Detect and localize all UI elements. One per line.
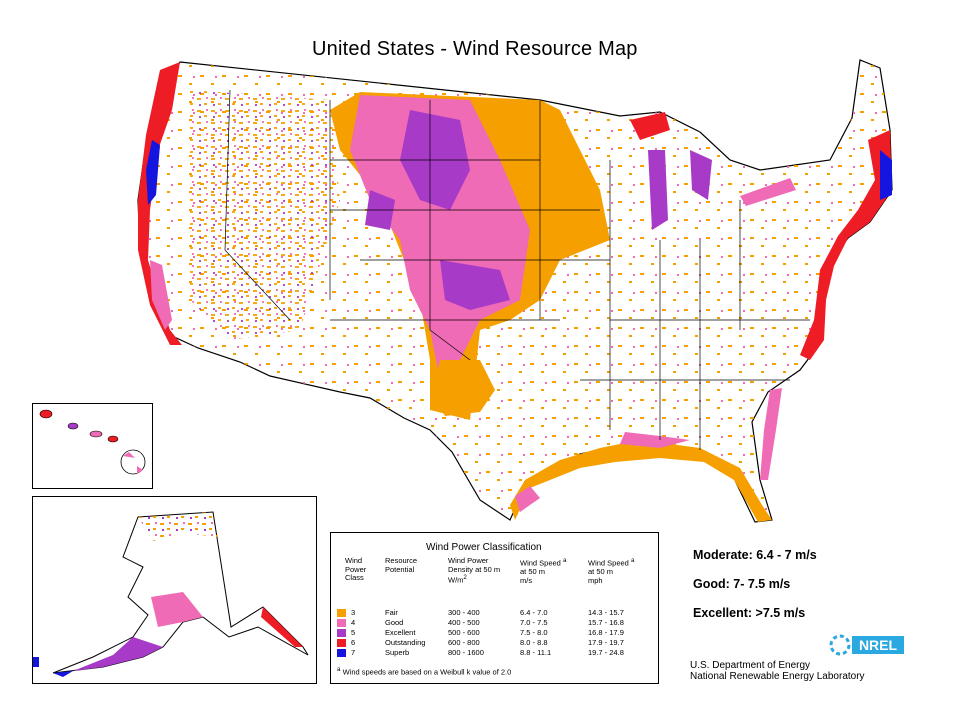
legend-cell-potential: Fair — [385, 608, 398, 617]
legend-cell-class: 3 — [351, 608, 356, 617]
legend-cell-mph: 14.3 - 15.7 — [588, 608, 624, 617]
legend-cell-mph: 15.7 - 16.8 — [588, 618, 624, 627]
lake-michigan-rim — [648, 150, 668, 230]
legend-row-class-7: 7 Superb 800 - 1600 8.8 - 11.1 19.7 - 24.8 — [337, 648, 655, 658]
legend-cell-density: 300 - 400 — [448, 608, 480, 617]
legend-cell-class: 6 — [351, 638, 356, 647]
legend-header-density: Wind Power Density at 50 m W/m2 — [448, 556, 501, 585]
note-good: Good: 7- 7.5 m/s — [693, 577, 791, 591]
legend-row-class-4: 4 Good 400 - 500 7.0 - 7.5 15.7 - 16.8 — [337, 618, 655, 628]
hawaii-inset — [32, 403, 153, 489]
lake-huron-rim — [690, 150, 712, 200]
legend-header-speed-mph: Wind Speed a at 50 m mph — [588, 557, 635, 585]
legend-footnote: a Wind speeds are based on a Weibull k v… — [337, 666, 512, 677]
legend-cell-density: 600 - 800 — [448, 638, 480, 647]
pacific-coast-superb — [146, 140, 160, 205]
legend-cell-ms: 8.8 - 11.1 — [520, 648, 552, 657]
legend-swatch — [337, 629, 346, 637]
legend-cell-mph: 16.8 - 17.9 — [588, 628, 624, 637]
legend-header-class: Wind Power Class — [345, 556, 367, 582]
map-title: United States - Wind Resource Map — [312, 38, 638, 60]
atlantic-coast-outstanding — [800, 130, 892, 360]
legend-cell-ms: 8.0 - 8.8 — [520, 638, 548, 647]
great-plains-good — [350, 95, 530, 380]
nrel-logo-text: NREL — [859, 637, 898, 653]
note-excellent: Excellent: >7.5 m/s — [693, 606, 806, 620]
legend-cell-density: 400 - 500 — [448, 618, 480, 627]
legend-cell-class: 5 — [351, 628, 356, 637]
western-mountain-speckle — [190, 90, 340, 340]
gulf-coast-fair — [510, 440, 772, 522]
nrel-logo: NREL — [829, 634, 904, 656]
legend-swatch — [337, 639, 346, 647]
legend-row-class-6: 6 Outstanding 600 - 800 8.0 - 8.8 17.9 - 19.… — [337, 638, 655, 648]
hawaii-islands — [39, 409, 146, 475]
legend-cell-density: 800 - 1600 — [448, 648, 484, 657]
legend-row-class-5: 5 Excellent 500 - 600 7.5 - 8.0 16.8 - 17.9 — [337, 628, 655, 638]
legend-cell-potential: Excellent — [385, 628, 416, 637]
note-moderate: Moderate: 6.4 - 7 m/s — [693, 548, 817, 562]
pacific-coast-outstanding — [138, 62, 182, 345]
legend-swatch — [337, 649, 346, 657]
legend-swatch — [337, 619, 346, 627]
legend-header-potential: Resource Potential — [385, 556, 418, 574]
doe-credit-line2: National Renewable Energy Laboratory — [690, 671, 865, 682]
legend-cell-potential: Good — [385, 618, 404, 627]
legend-cell-ms: 7.5 - 8.0 — [520, 628, 548, 637]
legend-cell-class: 4 — [351, 618, 356, 627]
alaska-inset — [32, 496, 317, 684]
doe-credit-line1: U.S. Department of Energy — [690, 660, 811, 671]
southeast-coast-good — [760, 388, 782, 480]
legend-cell-potential: Outstanding — [385, 638, 426, 647]
legend-header-speed-ms: Wind Speed a at 50 m m/s — [520, 557, 567, 585]
lake-erie-ontario-rim — [740, 178, 796, 206]
legend-cell-density: 500 - 600 — [448, 628, 480, 637]
atlantic-coast-superb — [880, 150, 892, 200]
lake-superior-rim — [630, 112, 670, 140]
pacific-coast-good — [150, 260, 172, 330]
alaska-map — [33, 511, 309, 677]
texas-panhandle-fair — [432, 360, 495, 416]
legend-cell-mph: 19.7 - 24.8 — [588, 648, 624, 657]
legend-swatch — [337, 609, 346, 617]
gulf-coast-good — [515, 432, 690, 512]
state-boundaries — [224, 89, 810, 450]
legend-row-class-3: 3 Fair 300 - 400 6.4 - 7.0 14.3 - 15.7 — [337, 608, 655, 618]
legend-cell-ms: 6.4 - 7.0 — [520, 608, 548, 617]
legend-title: Wind Power Classification — [426, 542, 542, 553]
legend-cell-mph: 17.9 - 19.7 — [588, 638, 624, 647]
wind-power-legend: Wind Power Classification Wind Power Class… — [330, 532, 659, 684]
legend-cell-ms: 7.0 - 7.5 — [520, 618, 548, 627]
legend-cell-class: 7 — [351, 648, 356, 657]
legend-cell-potential: Superb — [385, 648, 410, 657]
